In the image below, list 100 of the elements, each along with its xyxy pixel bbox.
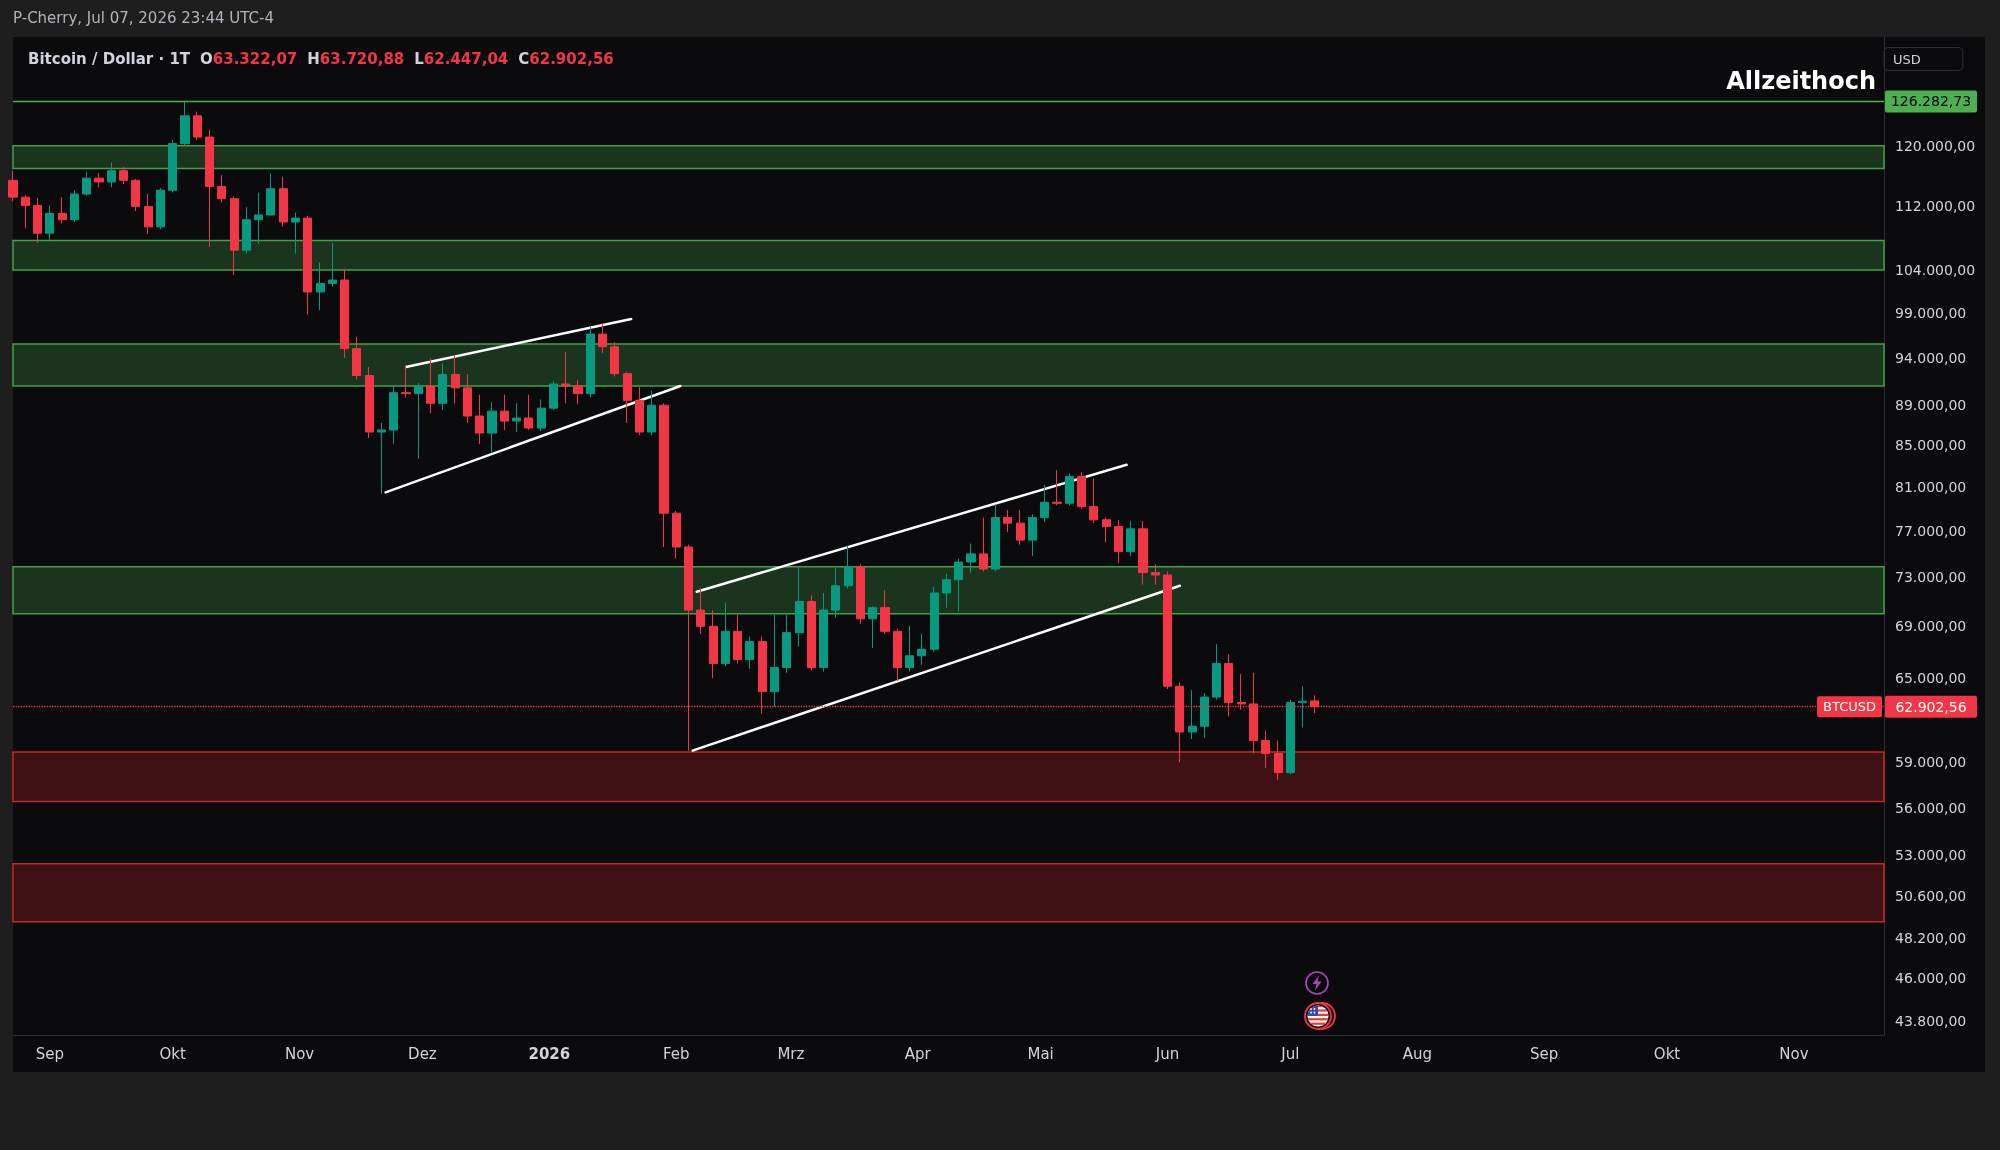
candlestick: [316, 262, 325, 311]
candlestick: [180, 100, 190, 147]
candlestick: [659, 402, 669, 548]
candlestick: [303, 215, 312, 316]
x-tick-label: Feb: [662, 1044, 690, 1063]
y-tick-label: 48.200,00: [1895, 929, 1967, 946]
candlestick: [623, 371, 632, 424]
y-tick-label: 65.000,00: [1895, 670, 1967, 687]
candlestick: [819, 592, 828, 673]
y-tick-label: 59.000,00: [1895, 754, 1967, 771]
candlestick: [1016, 509, 1025, 546]
candlestick: [1102, 517, 1111, 543]
candlestick: [844, 545, 853, 589]
x-tick-label: Okt: [1653, 1044, 1681, 1063]
candlestick: [942, 573, 951, 609]
candlestick: [119, 166, 128, 185]
candlestick: [868, 605, 877, 649]
y-tick-label: 77.000,00: [1895, 523, 1967, 540]
candlestick: [930, 586, 939, 653]
candlestick: [426, 358, 435, 414]
candlestick: [156, 187, 165, 230]
candlestick: [254, 192, 263, 245]
y-tick-label: 69.000,00: [1895, 618, 1967, 635]
candlestick: [230, 195, 239, 276]
candlestick: [1003, 509, 1012, 533]
candlestick: [21, 194, 30, 229]
y-tick-label: 81.000,00: [1895, 479, 1967, 496]
x-tick-label: Nov: [284, 1044, 315, 1063]
candlestick: [979, 517, 988, 572]
y-tick-label: 104.000,00: [1895, 261, 1976, 278]
candlestick: [1151, 563, 1160, 586]
y-tick-label: 120.000,00: [1895, 137, 1976, 154]
candlestick: [954, 558, 963, 612]
candlestick: [451, 354, 460, 404]
x-tick-label: Dez: [408, 1044, 437, 1063]
candlestick: [33, 197, 42, 244]
candlestick: [205, 129, 214, 248]
candlestick: [475, 394, 484, 445]
ref-line-label: BTCUSD: [1823, 699, 1876, 715]
y-tick-label: 50.600,00: [1895, 887, 1967, 904]
candlestick: [1274, 739, 1283, 781]
y-tick-label: 56.000,00: [1895, 799, 1967, 816]
x-tick-label: Jul: [1280, 1044, 1300, 1063]
candlestick: [1298, 685, 1307, 729]
candlestick: [291, 212, 300, 254]
candlestick: [782, 614, 791, 674]
candlestick: [831, 567, 840, 619]
candlestick: [438, 362, 447, 411]
candlestick: [1114, 519, 1123, 564]
text: 62.902,56: [1895, 698, 1967, 715]
candlestick: [107, 162, 116, 188]
candlestick: [1089, 478, 1098, 524]
candlestick: [168, 139, 177, 194]
candlestick: [1261, 729, 1270, 769]
candlestick: [365, 366, 374, 439]
candlestick: [709, 609, 718, 679]
candlestick: [991, 503, 1000, 572]
text: P-Cherry, Jul 07, 2026 23:44 UTC-4: [13, 8, 274, 27]
candlestick: [1138, 520, 1148, 586]
candlestick: [377, 422, 386, 495]
candlestick: [58, 196, 67, 225]
candlestick: [598, 322, 607, 354]
candlestick: [696, 587, 705, 635]
candlestick: [770, 614, 779, 708]
candlestick: [463, 374, 472, 424]
candlestick: [795, 566, 804, 648]
candlestick: [1077, 471, 1086, 510]
candlestick: [647, 390, 656, 436]
candlestick: [610, 341, 619, 377]
y-tick-label: 85.000,00: [1895, 437, 1967, 454]
candlestick: [549, 380, 558, 411]
candlestick: [905, 625, 914, 673]
candlestick: [279, 176, 288, 228]
candlestick: [880, 590, 890, 635]
y-tick-label: 73.000,00: [1895, 569, 1967, 586]
candlestick: [524, 394, 533, 431]
candlestick: [266, 173, 275, 217]
candlestick: [1163, 570, 1172, 690]
candlestick: [893, 628, 902, 682]
y-tick-label: 53.000,00: [1895, 847, 1967, 864]
candlestick: [352, 336, 361, 380]
x-tick-label: Okt: [159, 1044, 186, 1063]
candlestick: [414, 382, 423, 460]
y-tick-label: 94.000,00: [1895, 349, 1967, 366]
candlestick: [635, 386, 644, 436]
y-tick-label: 46.000,00: [1895, 970, 1967, 987]
candlestick: [573, 379, 583, 405]
candlestick: [94, 172, 104, 188]
candlestick: [217, 174, 226, 204]
candlestick: [8, 170, 18, 202]
candlestick: [512, 402, 521, 433]
y-tick-label: 112.000,00: [1895, 197, 1976, 214]
candlestick: [672, 510, 681, 560]
candlestick: [1200, 692, 1209, 739]
x-tick-label: Sep: [35, 1044, 64, 1063]
x-tick-label: 2026: [528, 1044, 571, 1063]
candlestick: [807, 594, 816, 671]
candlestick: [856, 563, 865, 625]
candlestick: [1028, 513, 1037, 557]
x-tick-label: Jun: [1154, 1044, 1180, 1063]
